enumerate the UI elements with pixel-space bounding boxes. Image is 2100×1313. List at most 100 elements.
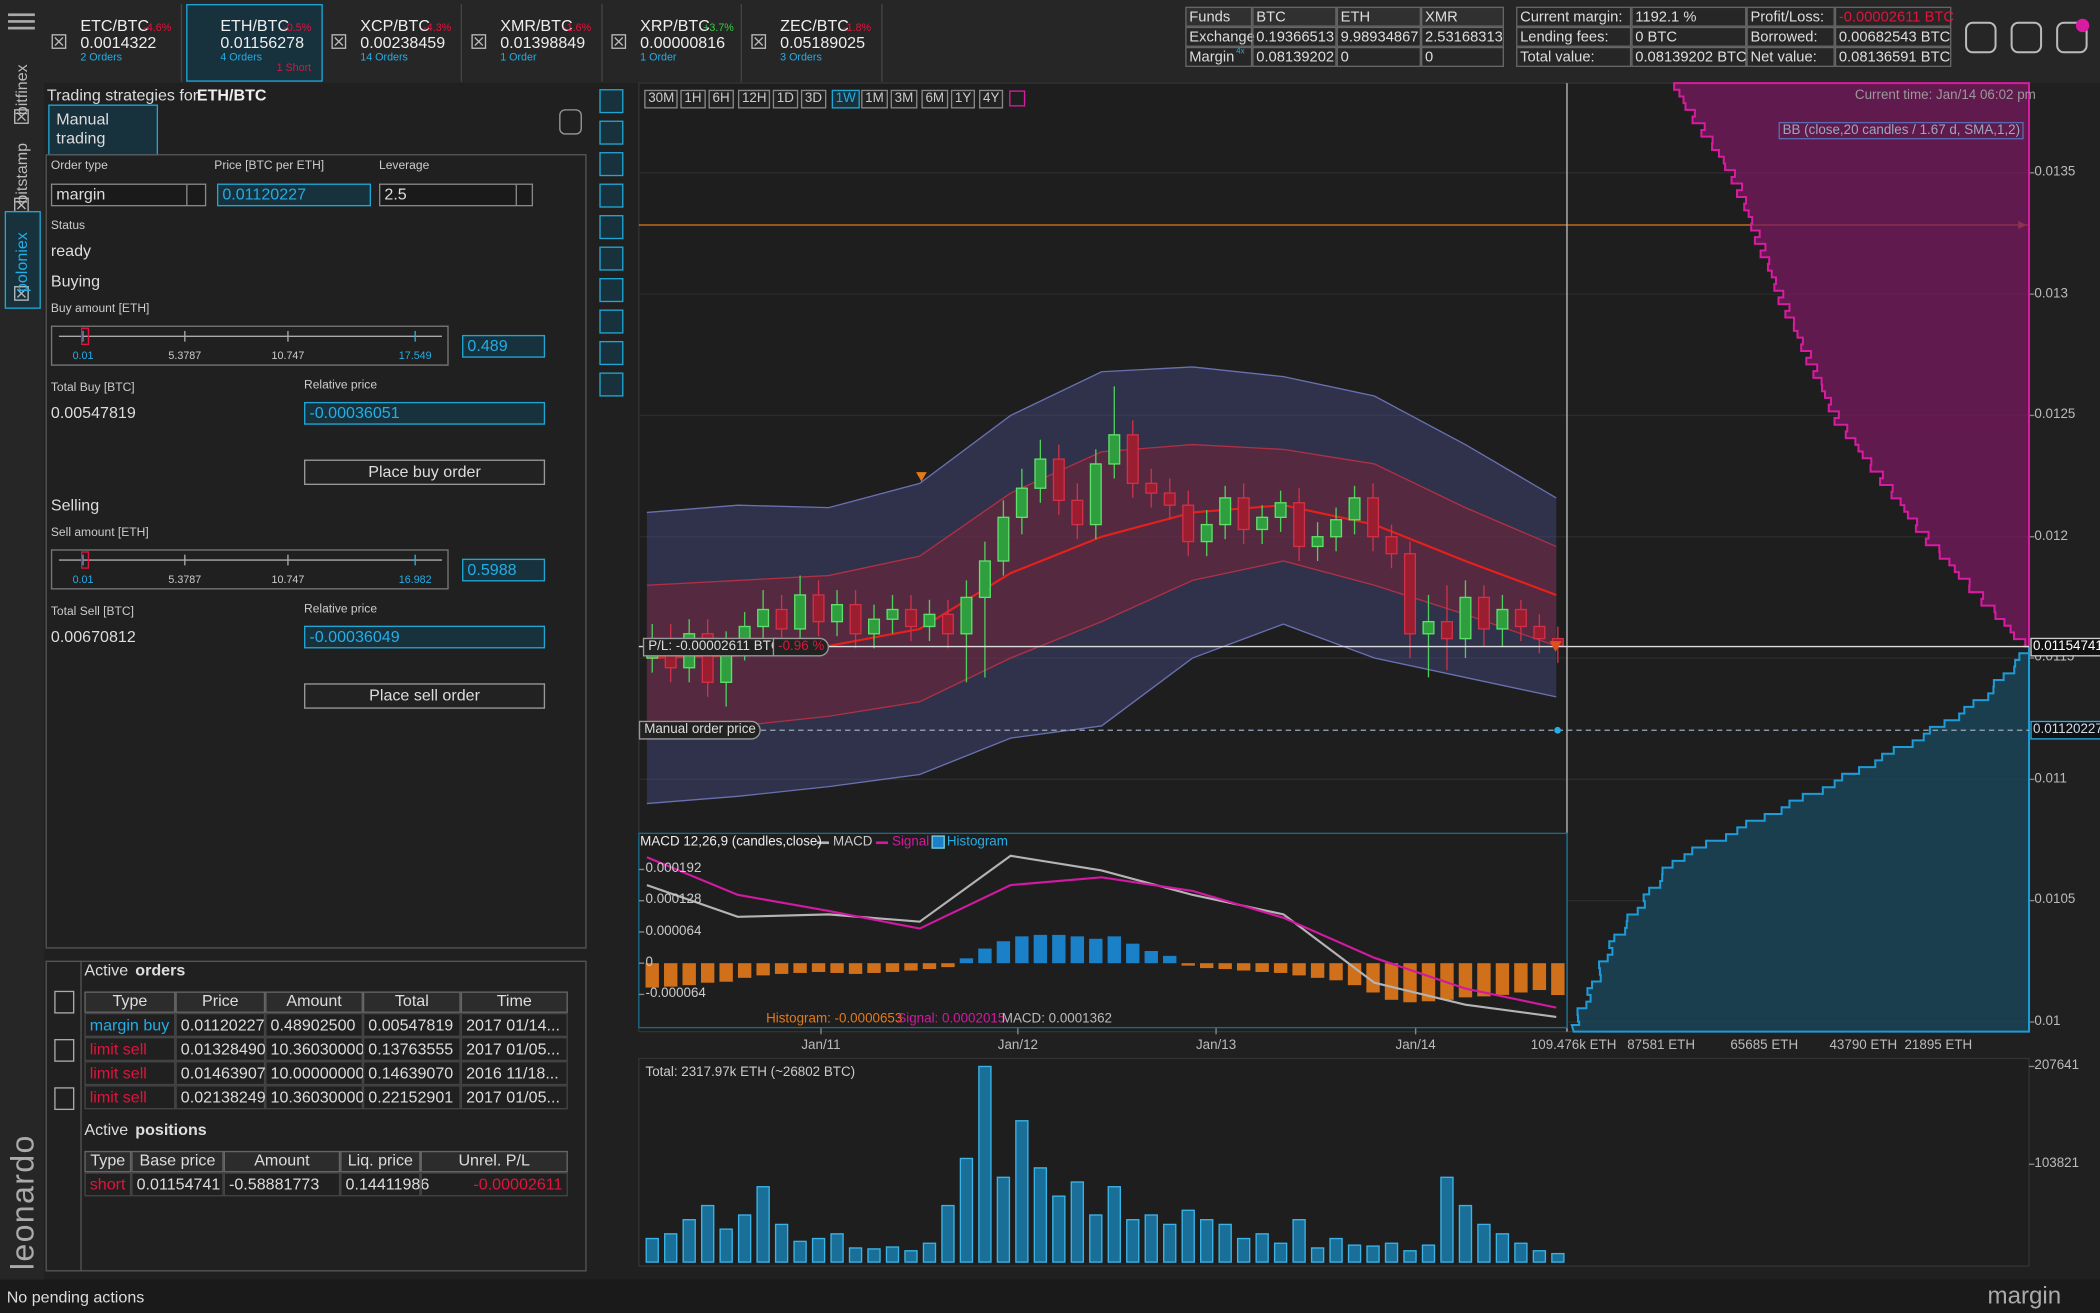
table-cell[interactable]: 10.00000000 xyxy=(265,1061,364,1086)
timeframe-button[interactable]: 30M xyxy=(644,89,679,109)
table-cell[interactable]: limit sell xyxy=(84,1037,176,1062)
table-cell[interactable]: 0.22152901 xyxy=(362,1085,461,1110)
market-tab[interactable] xyxy=(46,4,183,82)
tool-icon[interactable] xyxy=(599,340,624,366)
timeframe-button[interactable]: 6H xyxy=(708,89,734,109)
table-cell[interactable]: -0.00002611 xyxy=(420,1172,568,1197)
bb-band xyxy=(646,366,1557,804)
slider-handle[interactable] xyxy=(81,327,90,345)
tab-icon[interactable] xyxy=(54,1039,75,1062)
manual-tab[interactable]: Manual trading xyxy=(48,104,159,156)
table-cell[interactable]: 0.02138249 xyxy=(175,1085,266,1110)
timeframe-button[interactable]: 1D xyxy=(772,89,798,109)
table-cell[interactable]: 10.36030000 xyxy=(265,1037,364,1062)
checkbox[interactable] xyxy=(14,286,29,301)
tool-icon[interactable] xyxy=(599,89,624,114)
tool-icon[interactable] xyxy=(599,215,624,240)
checkbox[interactable] xyxy=(331,34,347,49)
timeframe-button[interactable]: 3M xyxy=(890,89,918,109)
market-price: 0.01398849 xyxy=(500,33,586,53)
histogram-bar xyxy=(848,963,863,974)
histogram-bar xyxy=(830,963,844,973)
timeframe-button[interactable]: 1H xyxy=(680,89,706,109)
timeframe-button[interactable]: 3D xyxy=(800,89,827,109)
histogram-bar xyxy=(756,963,770,976)
candle-body xyxy=(1089,463,1102,526)
table-cell[interactable]: limit sell xyxy=(84,1085,176,1110)
timeframe-button[interactable]: 6M xyxy=(921,89,949,109)
table-cell[interactable]: margin buy xyxy=(84,1012,176,1038)
checkbox[interactable] xyxy=(611,34,627,49)
tool-icon[interactable] xyxy=(599,278,624,303)
button[interactable]: Place buy order xyxy=(304,459,546,486)
market-tab[interactable] xyxy=(465,4,603,82)
input[interactable]: -0.00036051 xyxy=(304,401,546,425)
table-cell[interactable]: -0.58881773 xyxy=(223,1172,341,1197)
timeframe-button[interactable]: 12H xyxy=(737,89,771,109)
table-cell[interactable]: 0.01120227 xyxy=(175,1012,266,1038)
table-cell[interactable]: short xyxy=(84,1172,132,1197)
menu-icon[interactable] xyxy=(8,13,35,17)
input[interactable]: 0.5988 xyxy=(462,558,546,582)
tab-icon[interactable] xyxy=(54,1087,75,1111)
slider-handle[interactable] xyxy=(81,551,90,569)
tool-icon[interactable] xyxy=(599,309,624,334)
button[interactable]: Place sell order xyxy=(304,683,546,709)
checkbox[interactable] xyxy=(14,109,29,124)
toolbar-icon[interactable] xyxy=(2056,21,2088,54)
exchange-tab[interactable]: poloniex xyxy=(12,232,31,293)
candle-body xyxy=(1145,482,1158,494)
input[interactable]: 2.5 xyxy=(379,183,534,207)
market-tab[interactable] xyxy=(745,4,882,82)
exchange-tab[interactable]: bitstamp xyxy=(12,142,31,204)
market-tab[interactable] xyxy=(605,4,742,82)
total-value: 0.00670812 xyxy=(50,627,136,646)
input[interactable]: 0.01120227 xyxy=(216,183,371,207)
input[interactable]: 0.489 xyxy=(462,334,546,358)
market-change: +3.7% xyxy=(703,21,734,34)
market-tab[interactable] xyxy=(185,4,323,82)
tool-icon[interactable] xyxy=(599,246,624,271)
checkbox[interactable] xyxy=(471,34,487,49)
toolbar-icon[interactable] xyxy=(1965,21,1997,54)
input[interactable]: -0.00036049 xyxy=(304,625,546,649)
indicator-label[interactable]: BB (close,20 candles / 1.67 d, SMA,1,2) xyxy=(1778,121,2025,140)
table-cell[interactable]: 0.13763555 xyxy=(362,1037,461,1062)
timeframe-button[interactable]: 1M xyxy=(861,89,888,109)
table-cell[interactable]: 2017 01/05... xyxy=(460,1085,568,1110)
tool-icon[interactable] xyxy=(599,183,624,208)
timeframe-button[interactable]: 4Y xyxy=(979,89,1004,109)
market-orders: 1 Order xyxy=(640,50,677,63)
table-cell[interactable]: 0.01154741 xyxy=(131,1172,224,1197)
table-cell[interactable]: 2017 01/14... xyxy=(460,1012,568,1038)
table-cell[interactable]: 2017 01/05... xyxy=(460,1037,568,1062)
table-cell[interactable]: limit sell xyxy=(84,1061,176,1086)
dropdown-button[interactable] xyxy=(515,184,535,205)
market-tab[interactable] xyxy=(325,4,463,82)
checkbox[interactable] xyxy=(51,34,67,49)
tool-icon[interactable] xyxy=(599,120,624,145)
volume-bar xyxy=(978,1065,992,1263)
toolbar-icon[interactable] xyxy=(2010,21,2043,54)
table-cell[interactable]: 0.01328490 xyxy=(175,1037,266,1062)
checkbox[interactable] xyxy=(751,34,767,49)
tool-icon[interactable] xyxy=(599,372,624,397)
table-cell[interactable]: 0.00547819 xyxy=(362,1012,461,1038)
table-cell[interactable]: 2016 11/18... xyxy=(460,1061,568,1086)
table-cell[interactable]: 10.36030000 xyxy=(265,1085,364,1110)
menu-icon[interactable] xyxy=(8,26,35,30)
tool-icon[interactable] xyxy=(599,152,624,177)
menu-icon[interactable] xyxy=(8,20,35,23)
exchange-tab[interactable]: bitfinex xyxy=(12,64,31,116)
table-cell[interactable]: 0.14411986 xyxy=(340,1172,429,1197)
timeframe-button[interactable]: 1Y xyxy=(950,89,976,109)
timeframe-button[interactable]: 1W xyxy=(831,89,860,109)
tab-icon[interactable] xyxy=(54,990,75,1014)
chart-type-icon[interactable] xyxy=(1009,90,1026,107)
volume-bar xyxy=(941,1204,955,1263)
table-cell[interactable]: 0.01463907 xyxy=(175,1061,266,1086)
table-cell[interactable]: 0.48902500 xyxy=(265,1012,363,1038)
input[interactable]: margin xyxy=(50,183,207,207)
table-cell[interactable]: 0.14639070 xyxy=(362,1061,461,1086)
dropdown-button[interactable] xyxy=(186,184,205,205)
